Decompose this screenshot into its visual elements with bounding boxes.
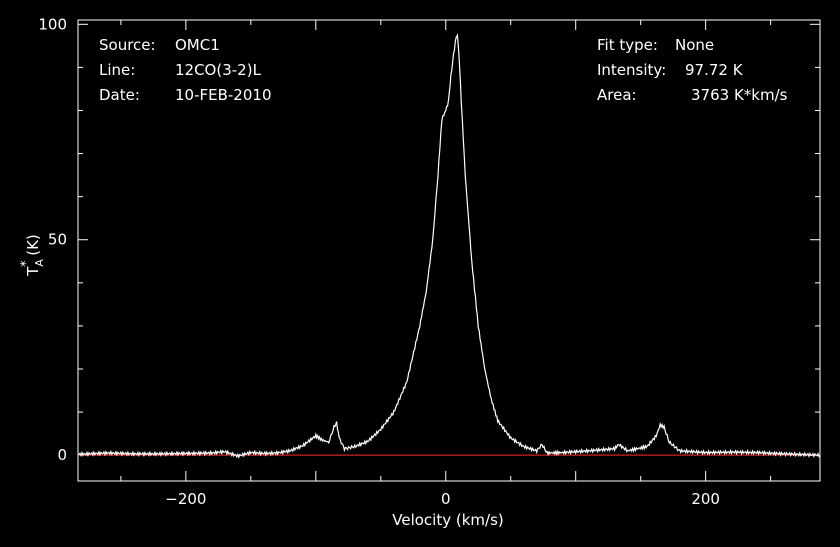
intensity-label: Intensity: — [597, 61, 666, 79]
x-tick-label: 0 — [441, 490, 451, 508]
source-value: OMC1 — [175, 36, 220, 54]
date-label: Date: — [99, 86, 140, 104]
series-layer — [77, 33, 821, 459]
line-label: Line: — [99, 61, 135, 79]
svg-text:TA* (K): TA* (K) — [19, 234, 46, 277]
y-tick-label: 0 — [57, 446, 67, 464]
intensity-value: 97.72 K — [685, 61, 744, 79]
area-value: 3763 K*km/s — [691, 86, 788, 104]
plot-frame — [77, 19, 821, 482]
line-value: 12CO(3-2)L — [175, 61, 262, 79]
spectrum-line — [77, 33, 821, 459]
axis-tick-labels: −200 0 200 0 50 100 — [38, 15, 720, 508]
x-tick-label: −200 — [165, 490, 206, 508]
date-value: 10-FEB-2010 — [175, 86, 271, 104]
y-tick-label: 100 — [38, 15, 67, 33]
fit-type-value: None — [675, 36, 714, 54]
x-tick-label: 200 — [691, 490, 720, 508]
y-tick-label: 50 — [48, 231, 67, 249]
fit-type-label: Fit type: — [597, 36, 658, 54]
source-label: Source: — [99, 36, 156, 54]
area-label: Area: — [597, 86, 637, 104]
x-axis-label: Velocity (km/s) — [392, 511, 503, 529]
y-axis-label: TA* (K) — [19, 234, 46, 277]
